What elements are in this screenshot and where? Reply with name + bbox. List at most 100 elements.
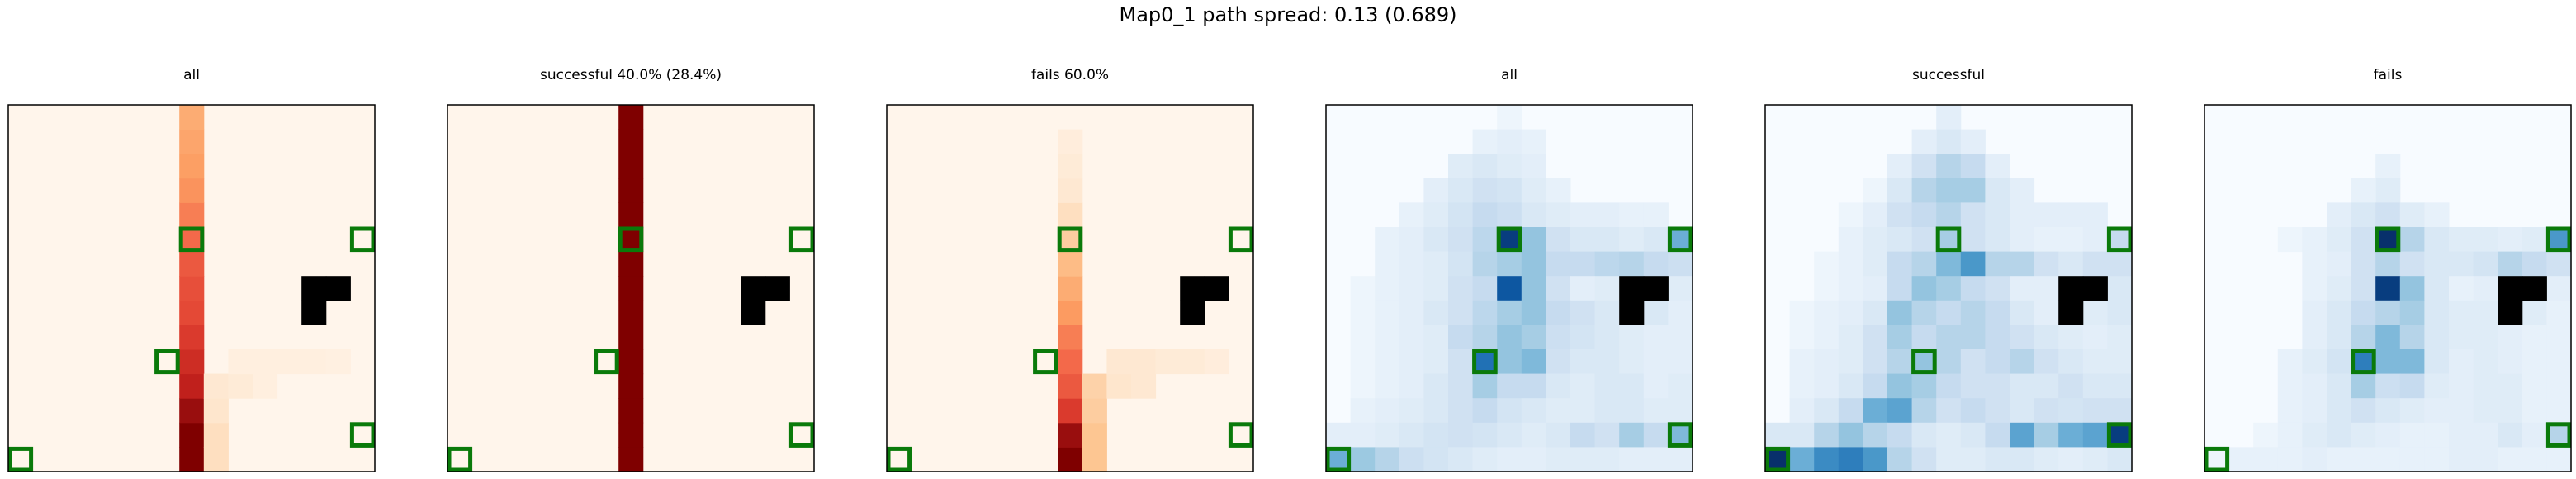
heatmap-cell xyxy=(1619,227,1645,253)
axes-frame xyxy=(447,104,815,472)
heatmap-cell xyxy=(1058,447,1083,472)
obstacle-cell xyxy=(2498,300,2523,325)
heatmap-cell xyxy=(1863,202,1888,228)
heatmap-cell xyxy=(1497,325,1522,350)
heatmap-cell xyxy=(2522,349,2547,375)
heatmap-cell xyxy=(1887,227,1913,253)
heatmap-cell xyxy=(2302,300,2327,325)
heatmap-cell xyxy=(2375,373,2401,399)
heatmap-cell xyxy=(1546,447,1571,472)
heatmap-cell xyxy=(2473,398,2498,424)
heatmap-cell xyxy=(1521,447,1546,472)
heatmap-cell xyxy=(1863,447,1888,472)
heatmap-cell xyxy=(1546,251,1571,277)
heatmap-cell xyxy=(1814,251,1840,277)
heatmap-cell xyxy=(1594,300,1620,325)
goal-marker xyxy=(2375,226,2401,253)
heatmap-panel-2 xyxy=(447,104,815,472)
heatmap-cell xyxy=(1058,276,1083,301)
heatmap-cell xyxy=(1497,129,1522,154)
heatmap-cell xyxy=(228,373,253,399)
heatmap-cell xyxy=(1423,373,1449,399)
heatmap-cell xyxy=(1423,325,1449,350)
heatmap-cell xyxy=(2010,398,2035,424)
heatmap-cell xyxy=(2522,373,2547,399)
heatmap-cell xyxy=(2399,349,2425,375)
heatmap-cell xyxy=(1668,227,1693,253)
axes-frame xyxy=(7,104,376,472)
heatmap-cell xyxy=(1448,325,1474,350)
heatmap-cell xyxy=(1521,398,1546,424)
obstacle-cell xyxy=(1619,276,1645,301)
heatmap-cell xyxy=(1863,227,1888,253)
heatmap-cell xyxy=(2449,422,2474,448)
heatmap-cell xyxy=(1838,373,1863,399)
heatmap-panel-3 xyxy=(886,104,1254,472)
heatmap-cell xyxy=(1497,227,1522,253)
heatmap-cell xyxy=(1375,447,1400,472)
heatmap-cell xyxy=(1643,300,1669,325)
heatmap-cell xyxy=(1960,325,1986,350)
heatmap-cell xyxy=(1546,300,1571,325)
heatmap-cell xyxy=(1399,300,1424,325)
goal-marker xyxy=(349,226,376,253)
heatmap-cell xyxy=(2498,447,2523,472)
heatmap-cell xyxy=(2351,373,2376,399)
heatmap-cell xyxy=(1521,349,1546,375)
heatmap-cell xyxy=(2546,227,2572,253)
heatmap-cell xyxy=(1472,398,1498,424)
heatmap-cell xyxy=(2327,422,2352,448)
heatmap-cell xyxy=(1423,276,1449,301)
heatmap-cell xyxy=(1448,202,1474,228)
heatmap-cell xyxy=(1058,227,1083,253)
heatmap-cell xyxy=(2351,300,2376,325)
heatmap-cell xyxy=(1863,422,1888,448)
heatmap-cell xyxy=(1497,373,1522,399)
heatmap-cell xyxy=(1521,202,1546,228)
heatmap-cell xyxy=(2302,373,2327,399)
heatmap-cell xyxy=(1472,300,1498,325)
heatmap-cell xyxy=(1838,227,1863,253)
heatmap-cell xyxy=(2034,349,2059,375)
heatmap-cell xyxy=(1350,447,1376,472)
heatmap-cell xyxy=(1497,422,1522,448)
heatmap-cell xyxy=(2058,398,2084,424)
heatmap-cell xyxy=(618,227,644,253)
goal-marker xyxy=(1228,422,1254,448)
heatmap-cell xyxy=(1594,202,1620,228)
panel-title-4: all xyxy=(1501,67,1518,83)
heatmap-cell xyxy=(1594,373,1620,399)
heatmap-cell xyxy=(1985,251,2010,277)
heatmap-cell xyxy=(2399,325,2425,350)
heatmap-cell xyxy=(2399,276,2425,301)
heatmap-cell xyxy=(2034,447,2059,472)
heatmap-cell xyxy=(203,373,229,399)
heatmap-cell xyxy=(1350,349,1376,375)
heatmap-cell xyxy=(2375,251,2401,277)
heatmap-cell xyxy=(2058,325,2084,350)
heatmap-cell xyxy=(2546,276,2572,301)
heatmap-cell xyxy=(1594,325,1620,350)
heatmap-cell xyxy=(2473,227,2498,253)
obstacle-cell xyxy=(741,300,766,325)
heatmap-cell xyxy=(2522,227,2547,253)
obstacle-cell xyxy=(301,276,327,301)
heatmap-cell xyxy=(2375,422,2401,448)
heatmap-cell xyxy=(1643,373,1669,399)
heatmap-cell xyxy=(1570,202,1596,228)
heatmap-cell xyxy=(2522,422,2547,448)
goal-marker xyxy=(788,422,815,448)
heatmap-cell xyxy=(2302,227,2327,253)
heatmap-cell xyxy=(2277,349,2303,375)
heatmap-cell xyxy=(1887,251,1913,277)
heatmap-cell xyxy=(179,447,205,472)
goal-marker xyxy=(349,422,376,448)
heatmap-cell xyxy=(2082,227,2108,253)
heatmap-cell xyxy=(1936,300,1962,325)
heatmap-cell xyxy=(1814,422,1840,448)
heatmap-cell xyxy=(2399,398,2425,424)
heatmap-cell xyxy=(618,422,644,448)
heatmap-cell xyxy=(1668,300,1693,325)
heatmap-cell xyxy=(1668,276,1693,301)
heatmap-cell xyxy=(1936,276,1962,301)
